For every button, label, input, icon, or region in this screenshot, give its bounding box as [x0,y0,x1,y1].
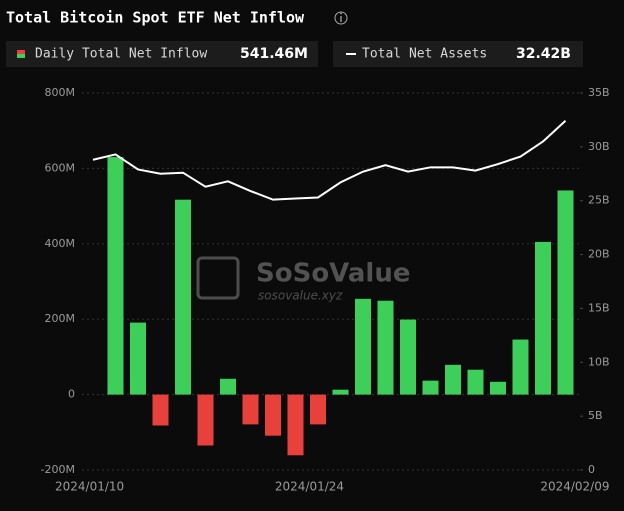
bar [490,381,506,395]
y2-tick-label: 25B [588,194,610,207]
bar [512,339,529,395]
bar [107,157,124,395]
chart-title: Total Bitcoin Spot ETF Net Inflow [6,9,305,27]
bar [310,394,326,425]
y-tick-label: 600M [45,161,76,174]
bar [130,322,146,395]
bar [377,300,394,395]
bar [557,190,574,395]
bar [422,380,439,395]
y-tick-label: 0 [68,388,75,401]
watermark-text: SoSoValue [256,259,410,289]
bar [355,298,371,395]
bar [467,369,484,395]
y-tick-label: 800M [45,86,76,99]
bar [265,394,281,436]
legend-label: Total Net Assets [362,47,487,62]
legend-value: 541.46M [240,46,308,62]
y-tick-label: 400M [45,237,76,250]
x-tick-label: 2024/01/24 [275,480,344,494]
legend-box [6,41,318,67]
info-icon[interactable] [334,11,348,25]
legend-swatch [17,50,25,54]
bar [197,394,214,446]
y2-tick-label: 10B [588,355,610,368]
x-tick-label: 2024/01/10 [55,480,124,494]
y2-tick-label: 0 [588,463,595,476]
y2-tick-label: 15B [588,301,610,314]
y2-tick-label: 5B [588,409,603,422]
bar [445,364,461,395]
bar [152,394,169,426]
bar [175,199,191,395]
bar [400,319,416,395]
bar [332,389,349,395]
watermark: SoSoValue sosovalue.xyz [196,256,410,303]
y2-tick-label: 35B [588,86,610,99]
legend-value: 32.42B [516,46,571,62]
y2-tick-label: 20B [588,248,610,261]
bar [287,394,304,456]
legend-box [333,41,583,67]
watermark-url: sosovalue.xyz [258,289,343,303]
bar [242,394,259,425]
legend-label: Daily Total Net Inflow [35,47,207,62]
y-tick-label: 200M [45,312,76,325]
y2-tick-label: 30B [588,140,610,153]
y-tick-label: -200M [41,463,75,476]
legend-swatch [17,54,25,58]
bar [535,241,551,395]
line [92,120,567,201]
bar [220,378,236,395]
x-tick-label: 2024/02/09 [540,480,609,494]
